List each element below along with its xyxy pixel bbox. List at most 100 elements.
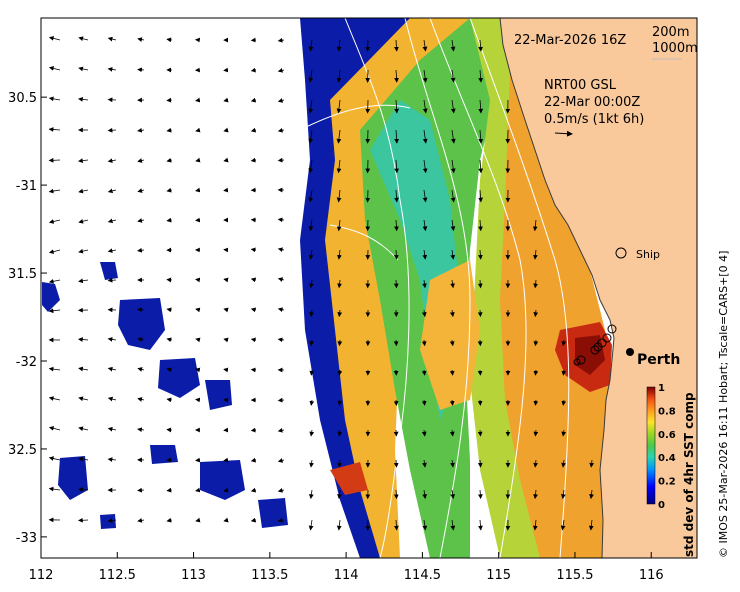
current-vector	[450, 519, 456, 531]
current-vector	[250, 157, 257, 163]
current-vector	[394, 129, 400, 144]
current-vector	[137, 367, 145, 372]
current-vector	[277, 98, 285, 103]
current-vector	[478, 69, 484, 83]
current-vector	[78, 487, 89, 493]
current-vector	[48, 308, 61, 314]
current-vector	[589, 489, 594, 500]
current-vector	[250, 337, 257, 343]
current-vector	[449, 339, 455, 347]
current-vector	[137, 307, 145, 313]
current-vector	[561, 369, 567, 376]
current-vector	[450, 489, 456, 500]
current-vector	[48, 219, 61, 224]
current-vector	[48, 366, 61, 372]
current-vector	[533, 459, 539, 468]
current-vector	[137, 127, 145, 133]
current-vector	[394, 219, 399, 232]
current-vector	[277, 247, 285, 253]
current-vector	[450, 219, 456, 232]
current-vector	[48, 486, 61, 492]
current-vector	[78, 337, 89, 342]
current-vector	[137, 37, 145, 42]
current-vector	[78, 188, 89, 194]
current-vector	[277, 217, 285, 223]
current-vector	[588, 519, 594, 531]
current-vector	[394, 69, 399, 83]
current-date: 22-Mar 00:00Z	[544, 95, 640, 110]
current-title: NRT00 GSL	[544, 78, 617, 93]
current-vector	[78, 278, 89, 284]
current-vector	[394, 189, 399, 203]
current-vector	[478, 39, 483, 52]
current-vector	[309, 279, 314, 289]
current-vector	[421, 369, 427, 376]
current-vector	[137, 247, 145, 253]
current-vector	[561, 459, 566, 468]
current-vector	[107, 426, 117, 432]
current-vector	[336, 39, 342, 52]
current-vector	[421, 399, 427, 406]
current-vector	[78, 366, 89, 372]
current-vector	[195, 367, 201, 373]
current-vector	[393, 489, 399, 500]
current-vector	[137, 158, 145, 163]
current-vector	[337, 369, 343, 376]
current-vector	[308, 69, 314, 83]
current-vector	[78, 426, 89, 432]
current-vector	[533, 309, 539, 318]
colorbar-tick-label: 0.2	[658, 477, 676, 488]
current-vector	[166, 517, 173, 523]
current-vector	[450, 279, 455, 289]
current-vector	[137, 427, 145, 433]
current-vector	[450, 159, 456, 174]
current-vector	[336, 129, 342, 144]
current-vector	[250, 277, 257, 283]
current-vector	[394, 39, 399, 52]
current-vector	[48, 396, 61, 401]
current-vector	[250, 97, 257, 103]
current-vector	[166, 127, 173, 133]
x-tick-label: 115.5	[556, 568, 593, 583]
current-vector	[277, 427, 285, 433]
current-vector	[336, 219, 342, 232]
colorbar-tick-label: 0.4	[658, 453, 676, 464]
current-vector	[48, 456, 61, 461]
current-vector	[309, 309, 315, 318]
current-vector	[308, 489, 314, 500]
current-vector	[195, 187, 201, 193]
current-vector	[422, 279, 427, 289]
colorbar-tick-label: 0	[658, 500, 665, 511]
current-vector	[78, 158, 89, 164]
current-vector	[137, 397, 145, 402]
current-vector	[166, 187, 173, 193]
current-vector	[532, 519, 538, 531]
current-vector	[532, 219, 538, 232]
current-vector	[533, 489, 538, 500]
current-vector	[107, 337, 117, 342]
current-vector	[48, 426, 61, 431]
current-vector	[422, 189, 428, 203]
current-vector	[422, 159, 428, 174]
current-vector	[107, 396, 117, 402]
current-vector	[336, 519, 342, 531]
y-axis: 30.5 -31 31.5 -32 32.5 -33	[8, 91, 47, 546]
current-vector	[421, 339, 427, 347]
current-vector	[421, 429, 427, 437]
isobath-contours	[299, 18, 570, 558]
current-vector	[309, 459, 314, 468]
current-vector	[277, 307, 285, 313]
current-vector	[336, 69, 342, 83]
sst-field	[42, 18, 612, 558]
colorbar-title: std dev of 4hr SST comp	[682, 392, 696, 557]
current-vector	[422, 129, 428, 144]
current-vector	[195, 457, 201, 463]
current-vector	[48, 278, 61, 284]
current-vector	[449, 369, 455, 376]
current-vector	[195, 157, 201, 163]
current-vector	[308, 99, 314, 114]
current-vector	[477, 309, 483, 318]
current-vector	[195, 517, 201, 523]
x-tick-label: 112	[29, 568, 54, 583]
